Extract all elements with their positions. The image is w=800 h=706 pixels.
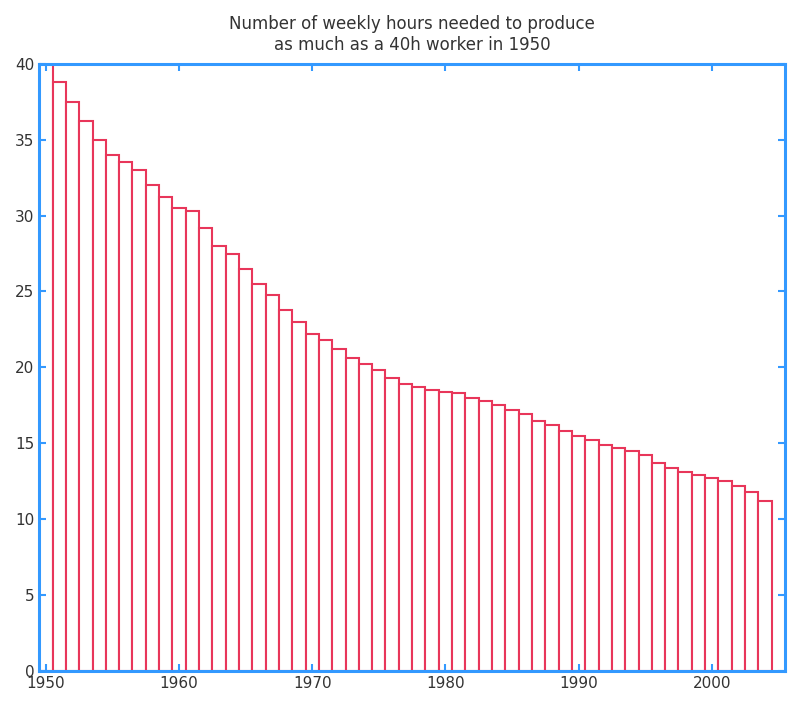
Bar bbox=[226, 253, 239, 671]
Bar bbox=[146, 185, 159, 671]
Bar bbox=[678, 472, 692, 671]
Bar bbox=[438, 392, 452, 671]
Bar bbox=[692, 475, 705, 671]
Bar bbox=[39, 64, 53, 671]
Bar bbox=[239, 269, 252, 671]
Bar bbox=[572, 436, 586, 671]
Bar bbox=[106, 155, 119, 671]
Bar bbox=[319, 340, 332, 671]
Bar bbox=[412, 387, 426, 671]
Bar bbox=[652, 463, 665, 671]
Bar bbox=[452, 393, 466, 671]
Bar bbox=[252, 284, 266, 671]
Bar bbox=[625, 451, 638, 671]
Title: Number of weekly hours needed to produce
as much as a 40h worker in 1950: Number of weekly hours needed to produce… bbox=[229, 15, 595, 54]
Bar bbox=[506, 410, 518, 671]
Bar bbox=[346, 359, 359, 671]
Bar bbox=[292, 322, 306, 671]
Bar bbox=[492, 405, 506, 671]
Bar bbox=[466, 397, 478, 671]
Bar bbox=[518, 414, 532, 671]
Bar bbox=[558, 431, 572, 671]
Bar bbox=[266, 294, 279, 671]
Bar bbox=[705, 478, 718, 671]
Bar bbox=[159, 198, 173, 671]
Bar bbox=[478, 401, 492, 671]
Bar bbox=[745, 492, 758, 671]
Bar bbox=[119, 162, 133, 671]
Bar bbox=[186, 211, 199, 671]
Bar bbox=[332, 349, 346, 671]
Bar bbox=[598, 445, 612, 671]
Bar bbox=[386, 378, 399, 671]
Bar bbox=[133, 170, 146, 671]
Bar bbox=[732, 486, 745, 671]
Bar bbox=[718, 481, 732, 671]
Bar bbox=[612, 448, 625, 671]
Bar bbox=[532, 421, 546, 671]
Bar bbox=[426, 390, 438, 671]
Bar bbox=[279, 310, 292, 671]
Bar bbox=[199, 228, 212, 671]
Bar bbox=[758, 501, 772, 671]
Bar bbox=[53, 82, 66, 671]
Bar bbox=[93, 140, 106, 671]
Bar bbox=[399, 384, 412, 671]
Bar bbox=[638, 455, 652, 671]
Bar bbox=[372, 371, 386, 671]
Bar bbox=[546, 425, 558, 671]
Bar bbox=[665, 467, 678, 671]
Bar bbox=[359, 364, 372, 671]
Bar bbox=[212, 246, 226, 671]
Bar bbox=[66, 102, 79, 671]
Bar bbox=[586, 441, 598, 671]
Bar bbox=[173, 208, 186, 671]
Bar bbox=[306, 334, 319, 671]
Bar bbox=[79, 121, 93, 671]
